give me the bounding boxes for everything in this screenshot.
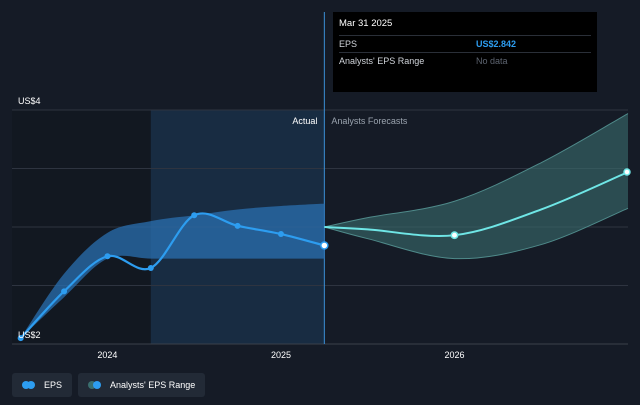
eps-point xyxy=(234,222,241,229)
forecast-point xyxy=(450,231,459,240)
eps-point xyxy=(277,231,284,238)
eps-point xyxy=(104,253,111,260)
legend-item-eps[interactable]: EPS xyxy=(12,373,73,397)
tooltip-range-label: Analysts' EPS Range xyxy=(339,56,425,66)
past-eps-range-band xyxy=(20,203,325,339)
tooltip-eps-value: US$2.842 xyxy=(476,39,517,49)
tooltip-range-value: No data xyxy=(476,56,508,66)
tooltip-row-eps: EPS US$2.842 xyxy=(339,35,591,52)
actual-label: Actual xyxy=(292,116,317,126)
tooltip-date: Mar 31 2025 xyxy=(339,18,393,29)
x-tick-label: 2025 xyxy=(271,350,291,360)
tooltip-row-range: Analysts' EPS Range No data xyxy=(339,52,591,69)
eps-point xyxy=(61,288,68,295)
y-tick-label: US$4 xyxy=(18,96,41,106)
legend-item-analysts-range[interactable]: Analysts' EPS Range xyxy=(78,373,206,397)
eps-point xyxy=(147,264,154,271)
axis-labels: US$4 US$2 2024 2025 2026 Actual Analysts Forec… xyxy=(18,96,464,360)
range-legend-icon xyxy=(88,381,104,389)
series-points xyxy=(17,168,631,342)
x-tick-label: 2024 xyxy=(97,350,117,360)
legend-label-eps: EPS xyxy=(44,380,63,390)
eps-point xyxy=(17,335,24,342)
forecast-end-point xyxy=(623,168,631,176)
eps-point xyxy=(320,241,329,250)
forecast-eps-range-band xyxy=(324,113,628,259)
tooltip-eps-label: EPS xyxy=(339,39,358,49)
x-tick-label: 2026 xyxy=(444,350,464,360)
eps-line xyxy=(19,212,325,339)
eps-legend-icon xyxy=(22,381,38,389)
y-tick-label: US$2 xyxy=(18,330,41,340)
forecast-band-lower xyxy=(324,207,629,260)
forecast-band-upper xyxy=(324,113,629,228)
legend: EPS Analysts' EPS Range xyxy=(12,373,206,397)
eps-point xyxy=(191,212,198,219)
tooltip-panel: Mar 31 2025 EPS US$2.842 Analysts' EPS R… xyxy=(333,12,597,92)
range-bands xyxy=(20,113,629,339)
forecast-label: Analysts Forecasts xyxy=(331,116,408,126)
legend-label-analysts-range: Analysts' EPS Range xyxy=(110,380,196,390)
